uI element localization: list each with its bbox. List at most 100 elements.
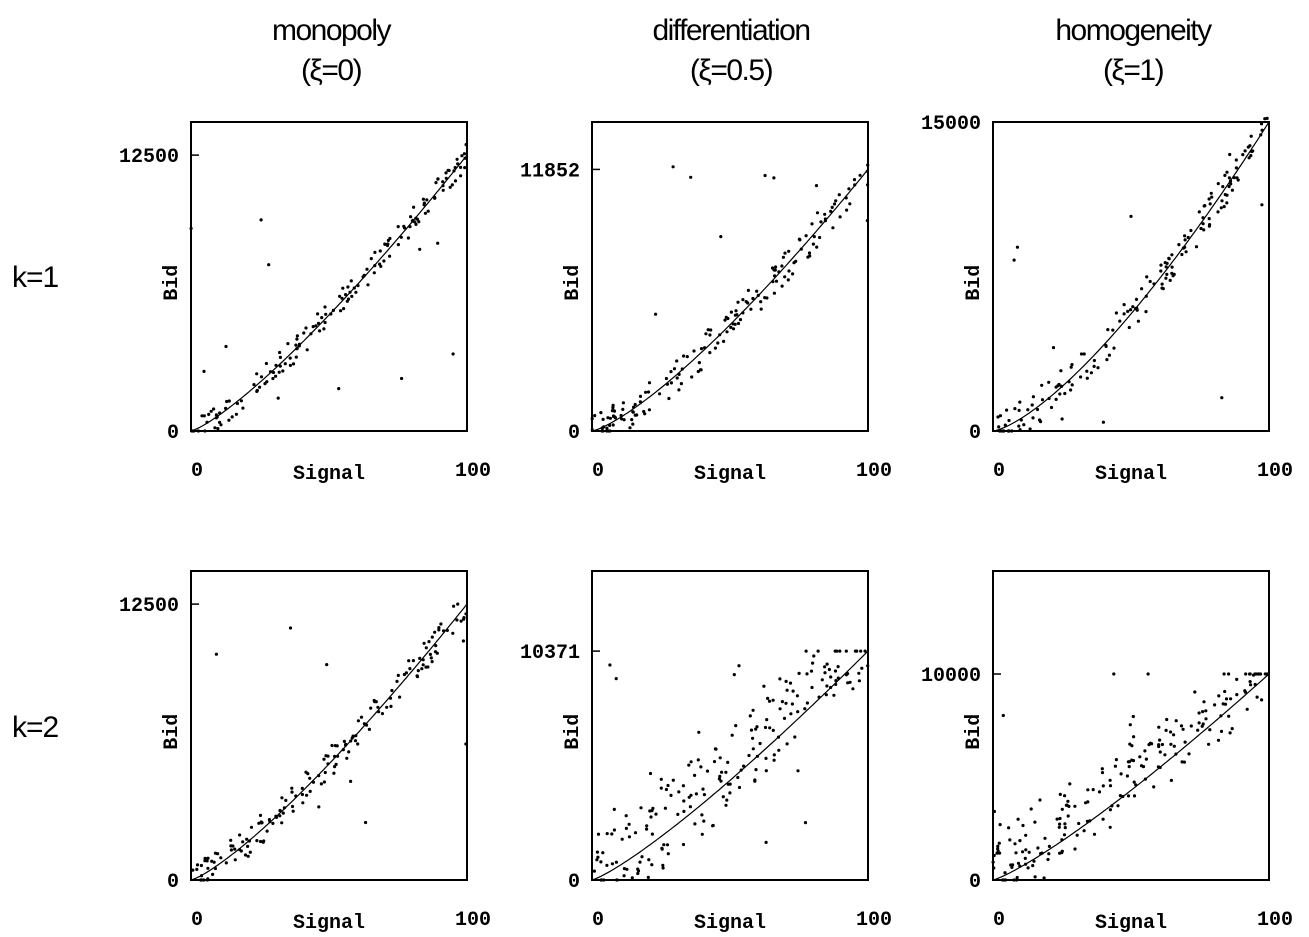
data-point	[335, 744, 339, 748]
data-point	[811, 661, 815, 665]
data-point	[815, 211, 820, 215]
data-point	[1263, 117, 1267, 121]
data-point	[595, 850, 600, 854]
data-point	[765, 296, 769, 300]
data-point	[356, 742, 360, 746]
data-point	[245, 837, 249, 841]
data-point	[1217, 694, 1221, 698]
data-point	[1259, 122, 1264, 126]
data-point	[1106, 328, 1110, 332]
data-point	[786, 278, 790, 282]
data-point	[206, 866, 210, 870]
data-point	[1058, 822, 1062, 826]
data-point	[408, 667, 412, 671]
data-point	[423, 211, 427, 215]
data-point	[836, 676, 840, 680]
data-point	[214, 652, 218, 656]
data-point	[630, 876, 634, 880]
data-point	[844, 649, 848, 653]
data-point	[1221, 702, 1225, 706]
data-point	[829, 675, 833, 679]
data-point	[599, 411, 603, 415]
data-point	[205, 420, 209, 424]
data-point	[1197, 711, 1201, 715]
data-point	[1170, 265, 1174, 269]
data-point	[781, 255, 786, 259]
data-point	[291, 809, 295, 813]
data-point	[734, 724, 738, 728]
data-point	[748, 714, 752, 718]
data-point	[326, 762, 330, 766]
data-point	[1196, 728, 1200, 732]
data-point	[723, 318, 727, 322]
data-point	[1046, 857, 1050, 862]
data-point	[790, 702, 795, 706]
data-point	[247, 839, 251, 843]
data-point	[595, 858, 599, 862]
data-point	[654, 312, 658, 316]
data-point	[622, 867, 627, 871]
data-point	[209, 409, 213, 413]
data-point	[649, 815, 653, 819]
data-point	[860, 666, 864, 670]
data-point	[421, 658, 425, 662]
data-point	[702, 819, 706, 823]
data-point	[400, 376, 404, 381]
data-point	[719, 235, 723, 239]
data-point	[1003, 871, 1007, 875]
data-point	[317, 774, 321, 778]
data-point	[413, 220, 417, 224]
data-point	[788, 681, 793, 685]
data-point	[827, 667, 832, 672]
data-point	[1159, 263, 1163, 267]
data-point	[1111, 328, 1115, 332]
data-point	[369, 706, 373, 710]
data-point	[1260, 203, 1264, 207]
data-point	[1121, 794, 1125, 799]
data-point	[682, 799, 686, 803]
data-point	[766, 696, 770, 701]
x-axis-label: Signal	[694, 912, 766, 935]
data-point	[1114, 311, 1118, 315]
data-point	[810, 685, 814, 690]
data-point	[1096, 366, 1100, 370]
data-point	[1235, 677, 1239, 682]
data-point	[1127, 765, 1131, 769]
data-point	[751, 708, 755, 712]
data-point	[227, 418, 231, 422]
data-point	[1032, 859, 1036, 863]
data-point	[1059, 369, 1063, 373]
data-point	[708, 351, 712, 355]
data-point	[390, 688, 394, 693]
data-point	[1194, 245, 1199, 249]
data-point	[411, 659, 415, 663]
data-point	[688, 805, 693, 809]
data-point	[671, 778, 675, 782]
data-point	[709, 328, 713, 332]
data-point	[219, 423, 223, 427]
data-point	[824, 693, 828, 697]
y-tick-label: 10000	[921, 665, 981, 688]
data-point	[611, 406, 615, 410]
data-point	[1014, 878, 1019, 882]
data-point	[726, 316, 730, 321]
data-point	[659, 786, 663, 790]
data-point	[645, 824, 649, 828]
data-point	[325, 663, 329, 667]
data-point	[859, 649, 863, 653]
data-point	[998, 823, 1002, 827]
data-point	[429, 656, 433, 660]
data-point	[1049, 405, 1054, 410]
data-point	[1234, 166, 1238, 170]
row-label-k2: k=2	[12, 711, 59, 744]
data-point	[726, 760, 730, 765]
data-point	[206, 856, 210, 860]
data-point	[354, 734, 358, 738]
data-point	[728, 791, 732, 795]
data-point	[463, 166, 467, 170]
data-point	[305, 348, 309, 352]
data-point	[846, 681, 850, 685]
data-point	[300, 792, 304, 797]
panel-k=1-monopoly: 0 12500 0 100 Signal Bid	[119, 121, 491, 486]
data-point	[304, 770, 308, 774]
